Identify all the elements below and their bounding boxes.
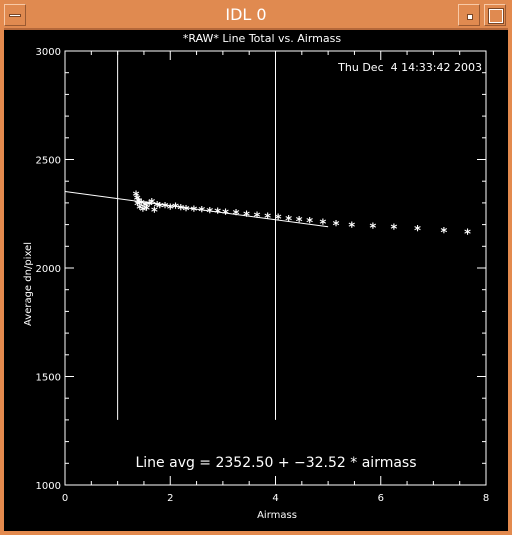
data-point: * xyxy=(142,200,149,215)
data-point: * xyxy=(264,211,271,226)
data-point: * xyxy=(391,223,398,238)
data-point: * xyxy=(134,194,141,209)
data-point: * xyxy=(135,196,142,211)
data-point: * xyxy=(183,204,190,219)
data-point: * xyxy=(191,204,198,219)
data-point: * xyxy=(464,228,471,243)
window-title: IDL 0 xyxy=(225,5,267,24)
x-tick-label: 2 xyxy=(167,493,173,504)
data-point: * xyxy=(151,206,158,221)
chart-title: *RAW* Line Total vs. Airmass xyxy=(183,32,341,45)
x-tick-label: 6 xyxy=(378,493,384,504)
x-tick-label: 0 xyxy=(62,493,68,504)
minimize-icon[interactable] xyxy=(458,4,480,26)
chart-timestamp: Thu Dec 4 14:33:42 2003 xyxy=(337,61,482,74)
data-point: * xyxy=(156,201,163,216)
data-point: * xyxy=(414,224,421,239)
data-point: * xyxy=(172,202,179,217)
data-point: * xyxy=(285,214,292,229)
x-axis-label: Airmass xyxy=(257,510,297,521)
data-point: * xyxy=(154,200,161,215)
fit-line xyxy=(64,191,329,228)
data-point: * xyxy=(143,203,150,218)
fit-annotation: Line avg = 2352.50 + −32.52 * airmass xyxy=(135,455,416,471)
y-tick-label: 2000 xyxy=(36,264,61,275)
data-point: * xyxy=(162,201,169,216)
maximize-icon[interactable] xyxy=(484,4,506,26)
data-point: * xyxy=(222,207,229,222)
data-point: * xyxy=(139,204,146,219)
title-bar[interactable]: IDL 0 xyxy=(0,0,512,30)
data-point: * xyxy=(233,208,240,223)
data-point: * xyxy=(136,202,143,217)
data-point: * xyxy=(369,221,376,236)
data-point: * xyxy=(133,189,140,204)
data-point: * xyxy=(306,216,313,231)
data-point: * xyxy=(134,199,141,214)
data-point: * xyxy=(206,206,213,221)
data-point: * xyxy=(333,219,340,234)
data-point: * xyxy=(296,215,303,230)
plot-area: 0 2 4 6 8 1000 1500 2000 2500 3000 * * * * * * * * * * * * * * *… xyxy=(4,30,508,531)
y-tick-label: 2500 xyxy=(36,156,61,167)
data-point: * xyxy=(254,210,261,225)
y-tick-label: 1500 xyxy=(36,373,61,384)
data-point: * xyxy=(148,197,155,212)
x-tick-label: 8 xyxy=(483,493,489,504)
scatter-chart: 0 2 4 6 810001500200025003000***************… xyxy=(23,32,489,521)
data-point: * xyxy=(440,226,447,241)
y-axis-label: Average dn/pixel xyxy=(23,242,34,326)
data-point: * xyxy=(167,202,174,217)
data-point: * xyxy=(138,198,145,213)
x-tick-label: 4 xyxy=(272,493,278,504)
data-point: * xyxy=(348,220,355,235)
window-menu-icon[interactable] xyxy=(4,4,26,26)
y-tick-label: 3000 xyxy=(36,47,61,58)
y-tick-label: 1000 xyxy=(36,481,61,492)
data-point: * xyxy=(146,199,153,214)
data-point: * xyxy=(198,205,205,220)
data-point: * xyxy=(177,203,184,218)
data-point: * xyxy=(319,218,326,233)
data-point: * xyxy=(275,213,282,228)
data-point: * xyxy=(214,207,221,222)
data-point: * xyxy=(243,209,250,224)
